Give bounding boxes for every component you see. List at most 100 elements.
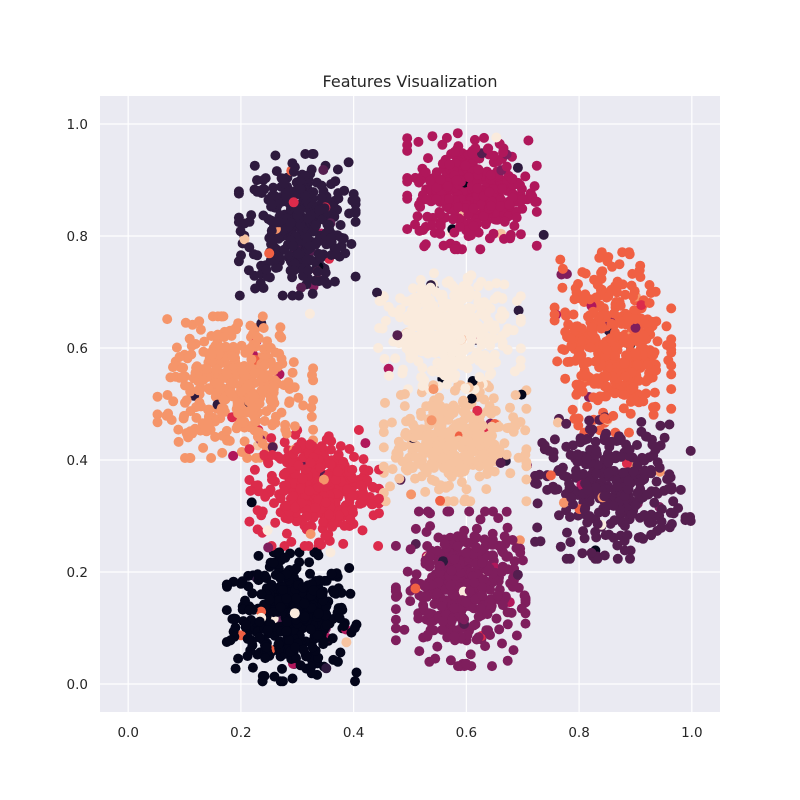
scatter-point	[251, 453, 262, 463]
scatter-point	[491, 278, 502, 289]
scatter-point	[402, 140, 413, 150]
scatter-point	[585, 342, 596, 353]
scatter-point	[460, 597, 471, 608]
scatter-point	[304, 557, 315, 568]
scatter-point	[266, 470, 277, 481]
scatter-point	[456, 477, 467, 488]
scatter-point	[384, 370, 394, 381]
scatter-point	[666, 347, 677, 358]
scatter-point	[648, 402, 658, 413]
scatter-point	[252, 505, 263, 516]
scatter-point	[416, 372, 427, 383]
scatter-point	[405, 348, 416, 359]
scatter-point	[423, 153, 433, 164]
scatter-point	[410, 219, 420, 230]
scatter-point	[350, 271, 361, 282]
scatter-point	[599, 491, 610, 502]
scatter-point	[483, 280, 494, 291]
scatter-point	[421, 194, 432, 205]
scatter-point	[437, 405, 448, 416]
scatter-point	[530, 197, 541, 207]
scatter-point	[301, 511, 312, 522]
scatter-point	[641, 388, 651, 399]
scatter-point	[505, 402, 515, 413]
scatter-point	[510, 420, 521, 431]
scatter-point	[463, 292, 474, 303]
scatter-point	[643, 373, 653, 384]
scatter-point	[250, 283, 261, 294]
scatter-point	[338, 621, 349, 632]
scatter-point	[245, 485, 256, 496]
scatter-point	[204, 404, 215, 415]
scatter-point	[441, 482, 452, 493]
scatter-point	[489, 349, 500, 360]
scatter-point	[216, 311, 227, 322]
x-tick-label: 0.6	[456, 725, 477, 741]
scatter-point	[608, 500, 619, 511]
scatter-point	[360, 438, 371, 449]
scatter-point	[168, 362, 178, 373]
scatter-point	[277, 290, 288, 301]
scatter-point	[666, 369, 677, 380]
scatter-point	[410, 583, 421, 594]
scatter-point	[456, 334, 466, 345]
scatter-point	[252, 186, 263, 197]
scatter-point	[486, 200, 497, 211]
scatter-point	[641, 431, 652, 442]
scatter-point	[275, 572, 286, 583]
scatter-point	[605, 333, 616, 344]
scatter-point	[555, 254, 566, 265]
y-tick-label: 0.2	[67, 565, 88, 581]
scatter-point	[486, 368, 497, 379]
scatter-point	[442, 379, 452, 390]
scatter-point	[511, 630, 522, 641]
scatter-point	[433, 317, 443, 328]
scatter-point	[335, 220, 346, 230]
scatter-point	[515, 343, 526, 354]
scatter-point	[561, 441, 572, 452]
scatter-point	[602, 256, 613, 267]
scatter-point	[413, 425, 424, 435]
scatter-point	[239, 436, 250, 447]
scatter-point	[620, 371, 631, 382]
scatter-point	[449, 373, 460, 383]
scatter-point	[374, 493, 384, 504]
scatter-point	[178, 362, 189, 373]
scatter-point	[358, 454, 369, 465]
scatter-point	[268, 557, 279, 568]
scatter-point	[685, 445, 696, 456]
scatter-point	[619, 520, 630, 531]
scatter-point	[410, 523, 421, 534]
scatter-point	[501, 506, 512, 517]
scatter-point	[422, 629, 433, 640]
scatter-point	[272, 361, 283, 372]
scatter-point	[472, 183, 483, 194]
scatter-point	[233, 217, 244, 228]
scatter-point	[359, 464, 369, 475]
scatter-point	[426, 220, 437, 231]
scatter-point	[456, 422, 467, 432]
scatter-point	[163, 408, 174, 419]
scatter-point	[273, 639, 284, 650]
scatter-point	[454, 221, 465, 232]
scatter-point	[249, 464, 260, 475]
scatter-point	[404, 296, 415, 307]
scatter-point	[663, 355, 674, 366]
scatter-point	[629, 286, 640, 297]
scatter-point	[249, 270, 260, 281]
scatter-point	[366, 499, 377, 510]
scatter-point	[499, 531, 510, 542]
scatter-point	[296, 282, 307, 293]
scatter-point	[390, 540, 401, 551]
scatter-point	[644, 280, 655, 290]
scatter-point	[446, 565, 457, 576]
scatter-point	[305, 568, 315, 579]
scatter-point	[589, 378, 600, 389]
scatter-point	[433, 532, 444, 543]
scatter-point	[185, 386, 196, 397]
scatter-point	[386, 417, 397, 428]
scatter-point	[469, 312, 480, 323]
scatter-point	[502, 607, 513, 618]
scatter-point	[439, 539, 450, 550]
scatter-point	[350, 622, 360, 633]
